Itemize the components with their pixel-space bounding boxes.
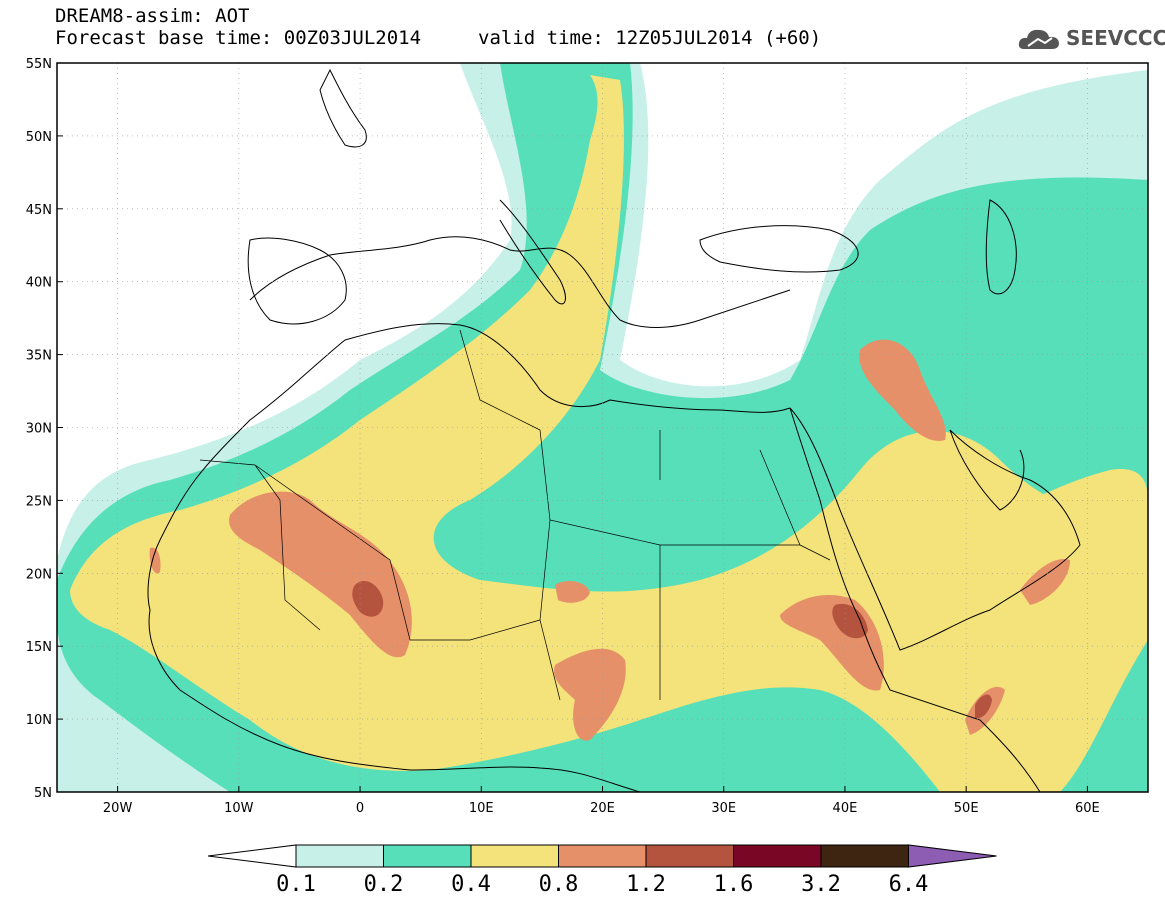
lat-tick-label: 40N [26,276,52,291]
coast-west-africa [147,339,641,792]
aot-contour-1.2-somalia [975,694,992,719]
colorbar-segment [558,844,647,868]
colorbar-label: 1.6 [714,872,754,897]
lon-tick-label: 50E [954,801,979,816]
valid-time: valid time: 12Z05JUL2014 (+60) [478,27,822,49]
coast-red-sea [789,407,1041,792]
coast-arabia [789,407,1081,651]
lat-tick-label: 20N [26,567,52,582]
colorbar-label: 0.4 [451,872,491,897]
colorbar-label: 0.1 [276,872,316,897]
map-title: DREAM8-assim: AOT [55,5,250,27]
lon-tick-label: 10E [469,801,494,816]
lat-tick-label: 10N [26,713,52,728]
colorbar-segment [470,844,559,868]
coast-europe-south [249,236,791,328]
lon-tick-label: 40E [833,801,858,816]
coast-gulf [949,429,1025,511]
lon-axis: 20W 10W 0 10E 20E 30E 40E 50E 60E [103,786,1100,816]
aot-contour-0.8-iraq [859,339,946,441]
lon-tick-label: 10W [224,801,254,816]
aot-contour-0.8-sahara [229,491,412,658]
aot-contour-0.8-westafrica [149,547,161,574]
lat-tick-label: 25N [26,494,52,509]
coastlines [147,68,1081,792]
aot-contour-1.2-eritrea [832,603,868,639]
coast-caspian [985,199,1017,295]
coast-black-sea [699,225,859,273]
lat-tick-label: 45N [26,203,52,218]
colorbar-label: 1.2 [626,872,666,897]
cloud-logo-icon [1018,29,1059,49]
aot-contour-0.8-sudan [555,580,590,603]
colorbar-segment [820,844,909,868]
lon-tick-label: 0 [356,801,364,816]
colorbar-segment [383,844,472,868]
aot-contour-0.4-arabia [990,469,1148,610]
aot-contour-0.4 [70,75,1148,792]
aot-contour-0.8-oman [1020,559,1070,605]
colorbar-label: 6.4 [889,872,929,897]
lon-tick-label: 20E [590,801,615,816]
colorbar-segment [733,844,822,868]
coast-mediterranean-south [344,323,791,413]
border-lines [199,329,831,701]
colorbar-label: 0.2 [364,872,404,897]
colorbar: 0.1 0.2 0.4 0.8 1.2 1.6 3.2 6.4 [207,844,997,897]
lat-tick-label: 15N [26,640,52,655]
country-borders [199,329,831,701]
coast-britain [319,68,367,148]
colorbar-over-triangle [908,844,997,868]
forecast-base-time: Forecast base time: 00Z03JUL2014 [55,27,422,49]
lon-tick-label: 30E [711,801,736,816]
coast-iberia [247,237,347,325]
coast-italy [499,199,566,305]
logo-text: SEEVCCC [1066,26,1165,50]
colorbar-segment [645,844,734,868]
lat-tick-label: 50N [26,130,52,145]
colorbar-label: 0.8 [539,872,579,897]
colorbar-label: 3.2 [801,872,841,897]
lat-axis: 5N 10N 15N 20N 25N 30N 35N 40N 45N 50N 55N [26,57,63,801]
aot-contour-0.8-chad [554,648,626,741]
colorbar-segment [295,844,384,868]
colorbar-under-triangle [207,844,297,868]
lat-tick-label: 5N [34,786,52,801]
lat-tick-label: 35N [26,349,52,364]
lon-tick-label: 60E [1075,801,1100,816]
lat-tick-label: 55N [26,57,52,72]
aot-contour-1.2-mali [352,580,384,617]
lat-tick-label: 30N [26,422,52,437]
lon-tick-label: 20W [103,801,133,816]
